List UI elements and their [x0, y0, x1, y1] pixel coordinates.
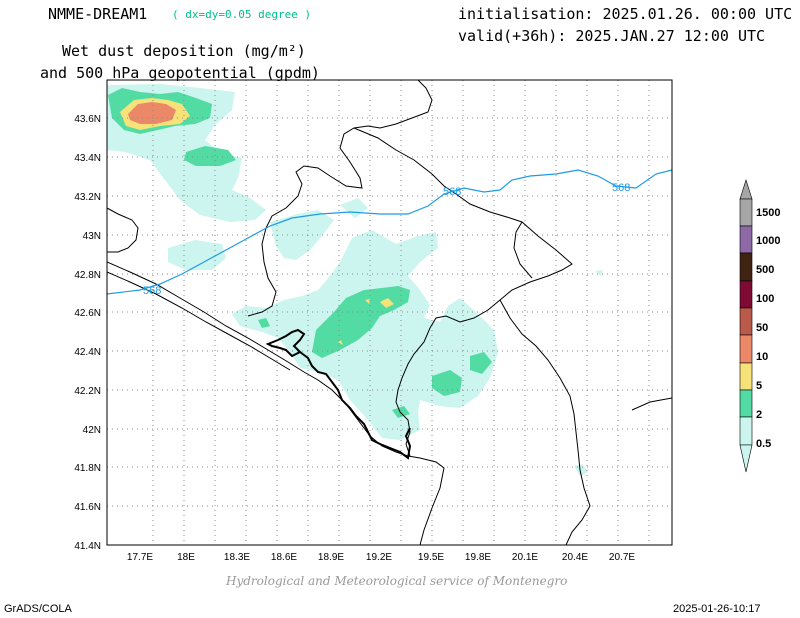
- deposition-fields: [107, 84, 603, 476]
- model-resolution: ( dx=dy=0.05 degree ): [172, 8, 312, 21]
- isoline-label: 568: [443, 186, 461, 198]
- lon-label: 17.7E: [127, 552, 153, 563]
- deposition-area-2: [392, 406, 410, 418]
- legend-label: 500: [756, 264, 774, 276]
- deposition-area-2: [470, 352, 492, 374]
- coastline: [107, 261, 409, 457]
- lon-label: 19.5E: [418, 552, 444, 563]
- lat-axis: 43.6N 43.4N 43.2N 43N 42.8N 42.6N 42.4N …: [74, 114, 101, 552]
- lat-label: 42.4N: [74, 347, 101, 358]
- montenegro-border: [265, 328, 306, 358]
- isoline-label: 568: [612, 182, 630, 194]
- lat-label: 43.6N: [74, 114, 101, 125]
- legend-box: [739, 280, 753, 309]
- legend-box: [739, 252, 753, 282]
- montenegro-border: [299, 351, 412, 460]
- lat-label: 43.2N: [74, 192, 101, 203]
- geopotential-isoline: [107, 169, 672, 295]
- lat-label: 41.4N: [74, 541, 101, 552]
- legend-box: [739, 416, 753, 446]
- lon-axis: 17.7E 18E 18.3E 18.6E 18.9E 19.2E 19.5E …: [127, 552, 635, 563]
- deposition-area-0.5: [168, 240, 226, 270]
- software-label: GrADS/COLA: [4, 603, 72, 615]
- lon-label: 20.1E: [512, 552, 538, 563]
- country-border: [631, 397, 672, 411]
- initialisation-time: initialisation: 2025.01.26. 00:00 UTC: [458, 5, 793, 23]
- legend-box: [739, 198, 753, 227]
- lat-label: 41.8N: [74, 463, 101, 474]
- generation-timestamp: 2025-01-26-10:17: [673, 603, 761, 615]
- deposition-area-2: [432, 370, 462, 396]
- country-border: [353, 127, 573, 457]
- legend-box: [739, 225, 753, 254]
- lon-label: 18.9E: [318, 552, 344, 563]
- valid-time: valid(+36h): 2025.JAN.27 12:00 UTC: [458, 27, 766, 45]
- map-title-line2: and 500 hPa geopotential (gpdm): [40, 64, 320, 82]
- deposition-area-2: [184, 146, 236, 166]
- country-border: [407, 455, 445, 545]
- legend-label: 2: [756, 409, 762, 421]
- lon-label: 18E: [177, 552, 195, 563]
- model-name: NMME-DREAM1: [48, 5, 148, 23]
- lat-label: 42.8N: [74, 270, 101, 281]
- lon-label: 19.8E: [465, 552, 491, 563]
- lon-label: 20.7E: [609, 552, 635, 563]
- lat-label: 42N: [83, 425, 101, 436]
- deposition-area-0.5: [232, 230, 498, 440]
- legend-box: [739, 389, 753, 418]
- isoline-568: [107, 169, 672, 295]
- map-title-line1: Wet dust deposition (mg/m²): [62, 42, 306, 60]
- lon-label: 20.4E: [562, 552, 588, 563]
- lat-label: 42.6N: [74, 308, 101, 319]
- legend-label: 1000: [756, 235, 780, 247]
- legend-box: [739, 362, 753, 391]
- credit-text: Hydrological and Meteorological service …: [226, 574, 568, 588]
- legend-box: [739, 307, 753, 336]
- map-frame: [106, 79, 673, 546]
- country-border: [499, 299, 591, 545]
- legend-label: 1500: [756, 207, 780, 219]
- color-legend: 1500 1000 500 100 50 10 5 2 0.5: [739, 179, 780, 473]
- country-border: [513, 221, 533, 279]
- lat-label: 41.6N: [74, 502, 101, 513]
- lon-label: 18.3E: [224, 552, 250, 563]
- deposition-area-0.5: [340, 198, 368, 218]
- country-border: [107, 207, 139, 253]
- deposition-area-2: [258, 318, 270, 328]
- coastline: [107, 271, 291, 371]
- legend-label: 5: [756, 380, 762, 392]
- lon-label: 18.6E: [271, 552, 297, 563]
- lat-label: 43.4N: [74, 153, 101, 164]
- boundaries: [107, 80, 672, 545]
- country-border: [247, 80, 433, 317]
- legend-arrow-bottom: [739, 444, 753, 473]
- lat-label: 43N: [83, 231, 101, 242]
- lon-label: 19.2E: [366, 552, 392, 563]
- legend-label: 50: [756, 322, 768, 334]
- legend-label: 0.5: [756, 438, 771, 450]
- deposition-area-10: [128, 102, 176, 124]
- isoline-label: 568: [143, 285, 161, 297]
- legend-label: 100: [756, 293, 774, 305]
- graticule: [107, 80, 672, 545]
- deposition-area-0.5: [595, 270, 603, 276]
- lat-label: 42.2N: [74, 386, 101, 397]
- deposition-area-5: [365, 299, 370, 304]
- deposition-area-5: [380, 298, 394, 308]
- legend-box: [739, 334, 753, 364]
- deposition-area-5: [338, 340, 343, 345]
- legend-arrow-top: [739, 179, 753, 200]
- legend-label: 10: [756, 351, 768, 363]
